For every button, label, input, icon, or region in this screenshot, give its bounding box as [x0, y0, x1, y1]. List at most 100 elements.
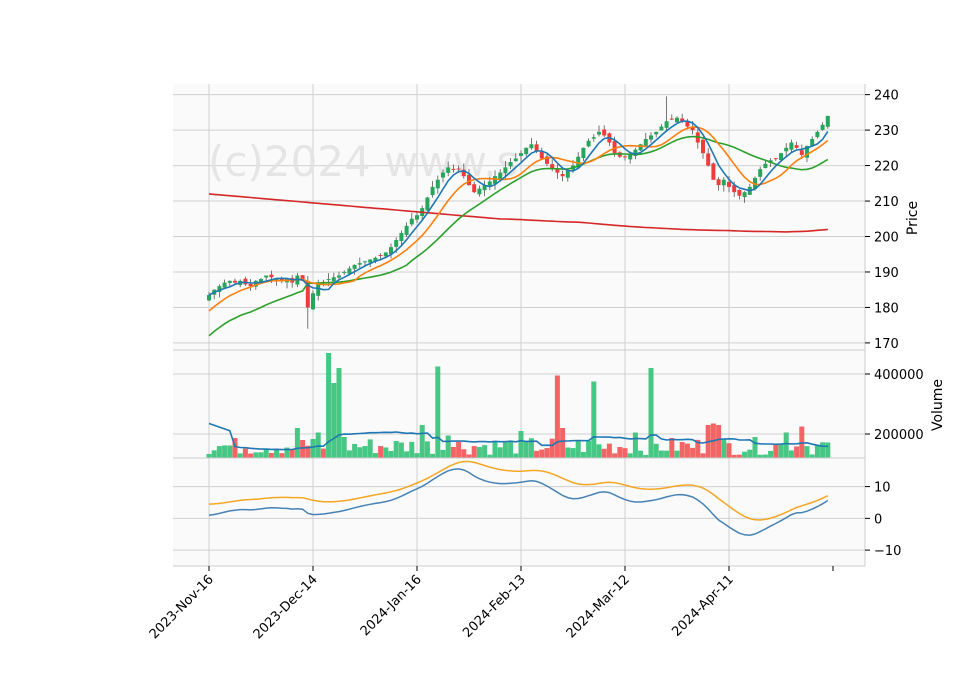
candle-body [347, 268, 352, 274]
volume-bar [430, 453, 436, 458]
volume-bar [440, 449, 446, 458]
candle-body [550, 164, 555, 170]
candle-body [763, 163, 768, 168]
volume-bar [253, 452, 259, 458]
volume-bar [570, 448, 576, 458]
volume-bar [513, 453, 519, 458]
volume-bar [289, 449, 295, 458]
volume-bar [450, 446, 456, 458]
candle-body [539, 151, 544, 159]
candle-body [467, 174, 471, 186]
candle-body [409, 218, 414, 225]
volume-bar [809, 454, 815, 458]
candle-body [326, 279, 331, 281]
volume-bar [804, 446, 810, 458]
candle-body [233, 280, 237, 283]
volume-bar [414, 453, 420, 458]
candle-body [654, 131, 659, 135]
volume-bar [367, 439, 373, 458]
candle-body [789, 142, 794, 150]
volume-bar [591, 381, 597, 458]
volume-bar [606, 443, 612, 458]
candle-body [508, 162, 513, 167]
volume-bar [586, 440, 592, 458]
candle-body [472, 184, 477, 193]
candle-body [415, 215, 419, 220]
indicator-line-blue [208, 468, 829, 536]
candle-body [222, 282, 227, 288]
candle-body [399, 232, 404, 242]
candle-body [477, 188, 482, 195]
volume-bar [544, 448, 550, 458]
volume-bar [554, 375, 560, 458]
candle-body [274, 279, 279, 281]
volume-bar [736, 454, 742, 458]
volume-bar [445, 435, 451, 458]
candle-body [706, 153, 711, 166]
volume-bar [534, 450, 540, 458]
candle-body [425, 197, 430, 211]
volume-bar [237, 453, 243, 458]
candle-body [498, 172, 503, 179]
candle-body [799, 150, 804, 155]
indicator-lines [208, 120, 829, 536]
price-tick-label: 190 [874, 266, 899, 281]
candle-body [805, 146, 809, 158]
volume-bar [575, 440, 581, 458]
candle-body [529, 144, 534, 149]
candle-body [825, 115, 830, 127]
volume-bar [773, 444, 779, 458]
volume-bar [622, 448, 628, 458]
candle-body [721, 179, 726, 186]
ma-orange-line [208, 126, 829, 312]
candle-body [394, 240, 399, 247]
volume-bar [643, 454, 649, 458]
candle-body [311, 293, 315, 310]
indicator-tick-label: 10 [874, 481, 891, 496]
candle-body [207, 295, 211, 301]
candle-body [217, 286, 222, 292]
candle-body [545, 156, 549, 164]
volume-bar [357, 447, 363, 458]
volume-bar [549, 438, 555, 458]
candle-body [727, 181, 731, 187]
candle-body [560, 174, 565, 177]
volume-bar [695, 439, 701, 458]
candle-body [259, 279, 263, 283]
x-tick-label: 2024-Feb-13 [460, 572, 529, 641]
candle-body [701, 139, 705, 154]
candle-body [487, 181, 492, 186]
volume-bar [752, 437, 758, 458]
candle-body [591, 137, 596, 139]
candle-body [732, 185, 737, 193]
volume-bar [341, 437, 347, 458]
candle-body [820, 124, 825, 130]
candle-body [352, 264, 357, 269]
candle-body [269, 274, 274, 278]
volume-bar [669, 437, 675, 458]
candle-body [446, 167, 451, 173]
candle-body [737, 189, 742, 196]
price-tick-label: 180 [874, 301, 899, 316]
volume-bar [466, 454, 472, 458]
candle-body [337, 275, 341, 278]
x-tick-label: 2023-Nov-16 [147, 572, 217, 642]
volume-bar [242, 448, 248, 458]
volume-bar [232, 438, 238, 458]
ma-red-line [208, 193, 828, 233]
candle-body [773, 158, 778, 160]
watermark: (c)2024 www.s [208, 137, 519, 186]
volume-bar [612, 453, 618, 458]
candle-body [649, 135, 653, 140]
volume-bar [690, 447, 696, 458]
volume-tick-label: 400000 [874, 368, 924, 383]
volume-bar [404, 451, 410, 458]
volume-bar [523, 440, 529, 458]
x-tick-label: 2024-Apr-11 [669, 572, 736, 639]
candle-body [680, 118, 685, 122]
volume-bar [305, 445, 311, 458]
volume-bar [279, 453, 285, 458]
volume-bar [206, 453, 212, 458]
candle-body [758, 169, 763, 177]
volume-bar [508, 441, 514, 458]
